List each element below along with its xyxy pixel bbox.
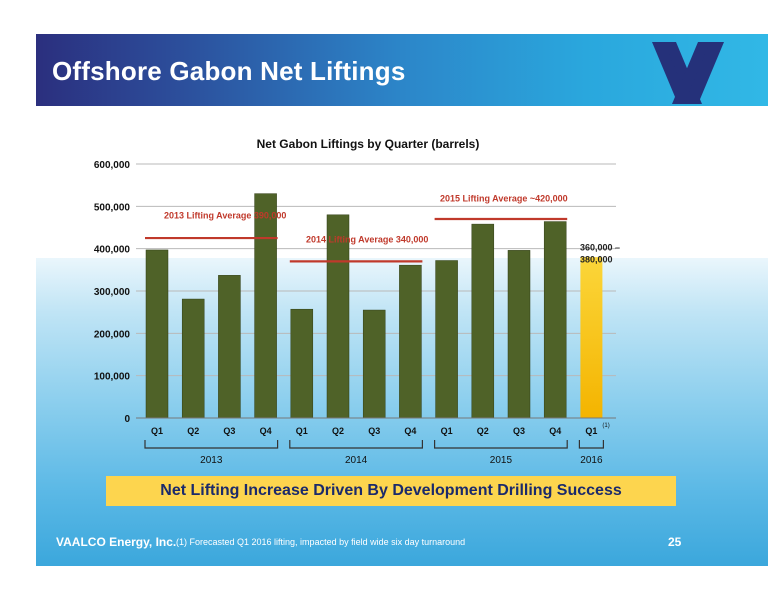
y-tick-label: 200,000 bbox=[94, 329, 131, 340]
x-tick-label: Q3 bbox=[513, 426, 525, 436]
bar bbox=[218, 275, 241, 419]
x-tick-label: Q1 bbox=[151, 426, 163, 436]
bar bbox=[543, 221, 567, 419]
footnote: (1) Forecasted Q1 2016 lifting, impacted… bbox=[176, 537, 466, 547]
bar bbox=[435, 260, 458, 419]
year-label: 2015 bbox=[490, 455, 513, 466]
year-bracket bbox=[144, 440, 279, 449]
x-tick-label: Q1 bbox=[441, 426, 453, 436]
year-label: 2014 bbox=[345, 455, 368, 466]
footnote-marker: (1) bbox=[602, 423, 609, 429]
page-number: 25 bbox=[668, 535, 682, 549]
year-label: 2016 bbox=[580, 455, 603, 466]
y-tick-label: 100,000 bbox=[94, 372, 131, 383]
x-tick-label: Q2 bbox=[477, 426, 489, 436]
y-tick-label: 600,000 bbox=[94, 160, 131, 171]
year-bracket bbox=[578, 440, 604, 449]
chart-title: Net Gabon Liftings by Quarter (barrels) bbox=[257, 137, 480, 151]
bar bbox=[145, 249, 169, 419]
bar bbox=[181, 298, 205, 419]
bar bbox=[326, 214, 350, 419]
x-tick-label: Q1 bbox=[585, 426, 597, 436]
y-tick-label: 400,000 bbox=[94, 245, 131, 256]
y-tick-label: 0 bbox=[124, 414, 130, 425]
bar bbox=[290, 308, 314, 419]
slide-title: Offshore Gabon Net Liftings bbox=[52, 56, 406, 86]
bar bbox=[399, 264, 422, 419]
bar bbox=[254, 193, 277, 419]
x-tick-label: Q1 bbox=[296, 426, 308, 436]
company-logo-icon bbox=[652, 42, 724, 104]
x-tick-label: Q4 bbox=[549, 426, 561, 436]
title-bar: Offshore Gabon Net Liftings bbox=[36, 34, 768, 106]
y-tick-label: 300,000 bbox=[94, 287, 131, 298]
headline-banner: Net Lifting Increase Driven By Developme… bbox=[106, 476, 676, 506]
year-bracket bbox=[434, 440, 568, 449]
bar-chart: 0 100,000 200,000 300,000 400,000 500,000 600,… bbox=[94, 137, 620, 466]
slide: Offshore Gabon Net Liftings 0 100,000 200,… bbox=[36, 30, 768, 566]
x-tick-label: Q2 bbox=[332, 426, 344, 436]
average-label: 2014 Lifting Average 340,000 bbox=[306, 234, 428, 244]
average-label: 2015 Lifting Average ~420,000 bbox=[440, 194, 568, 204]
forecast-label-line-1: 360,000 – bbox=[580, 242, 620, 252]
year-bracket bbox=[289, 440, 423, 449]
x-tick-label: Q4 bbox=[404, 426, 416, 436]
y-tick-label: 500,000 bbox=[94, 202, 131, 213]
x-tick-label: Q4 bbox=[260, 426, 272, 436]
forecast-label-line-2: 380,000 bbox=[580, 254, 613, 264]
year-label: 2013 bbox=[200, 455, 223, 466]
bar bbox=[507, 250, 531, 419]
x-tick-label: Q2 bbox=[187, 426, 199, 436]
bar bbox=[362, 309, 386, 419]
company-name: VAALCO Energy, Inc. bbox=[56, 535, 177, 549]
x-tick-label: Q3 bbox=[223, 426, 235, 436]
average-label: 2013 Lifting Average 390,000 bbox=[164, 211, 286, 221]
banner-text: Net Lifting Increase Driven By Developme… bbox=[160, 482, 622, 499]
bar bbox=[471, 223, 495, 419]
x-tick-label: Q3 bbox=[368, 426, 380, 436]
forecast-bar bbox=[580, 257, 603, 418]
